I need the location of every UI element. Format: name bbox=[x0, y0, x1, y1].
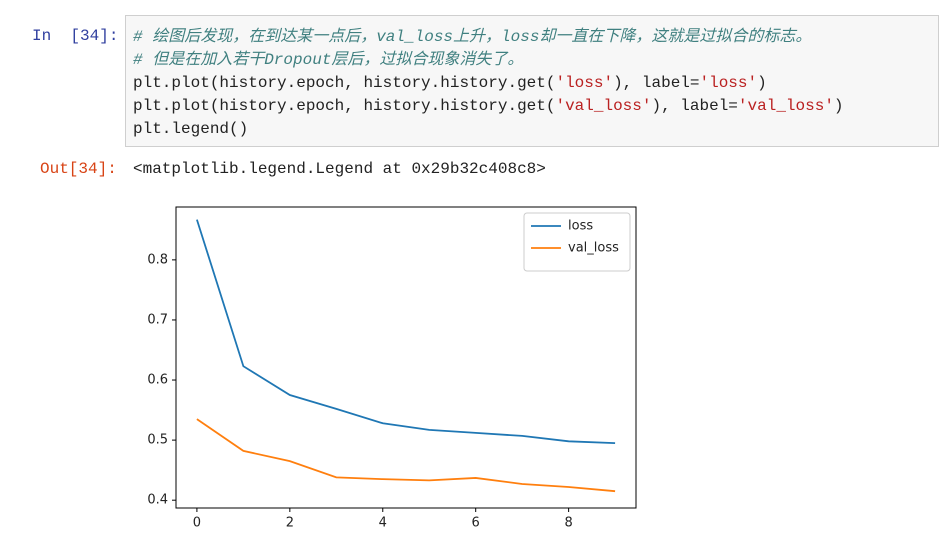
code-token: ), label= bbox=[613, 74, 700, 92]
x-tick-label: 2 bbox=[286, 516, 294, 531]
code-token: 'loss' bbox=[555, 74, 614, 92]
code-token: plt.legend() bbox=[133, 120, 249, 138]
code-token: ), label= bbox=[651, 97, 738, 115]
series-line bbox=[196, 219, 616, 445]
code-token: 'loss' bbox=[699, 74, 758, 92]
code-line: plt.legend() bbox=[133, 118, 938, 141]
y-tick-label: 0.7 bbox=[147, 312, 168, 327]
x-tick-label: 0 bbox=[193, 516, 201, 531]
y-tick-label: 0.6 bbox=[147, 373, 168, 388]
code-token: plt.plot(history.epoch, history.history.… bbox=[133, 97, 556, 115]
y-tick-label: 0.4 bbox=[147, 493, 168, 508]
series-line bbox=[196, 418, 616, 493]
output-prompt: Out[34]: bbox=[40, 160, 117, 178]
legend-label: loss bbox=[568, 219, 593, 234]
x-tick-label: 8 bbox=[564, 516, 572, 531]
code-token: # 绘图后发现，在到达某一点后，val_loss上升，loss却一直在下降，这就… bbox=[133, 28, 812, 46]
code-token: # 但是在加入若干Dropout层后，过拟合现象消失了。 bbox=[133, 51, 524, 69]
y-tick-label: 0.5 bbox=[147, 433, 168, 448]
code-token: 'val_loss' bbox=[555, 97, 652, 115]
legend-label: val_loss bbox=[568, 241, 619, 256]
code-cell[interactable]: # 绘图后发现，在到达某一点后，val_loss上升，loss却一直在下降，这就… bbox=[125, 15, 939, 147]
x-tick-label: 4 bbox=[379, 516, 387, 531]
code-line: plt.plot(history.epoch, history.history.… bbox=[133, 72, 938, 95]
x-tick-label: 6 bbox=[472, 516, 480, 531]
code-token: 'val_loss' bbox=[737, 97, 834, 115]
input-prompt: In [34]: bbox=[32, 27, 119, 45]
output-text: <matplotlib.legend.Legend at 0x29b32c408… bbox=[133, 160, 546, 178]
legend-box bbox=[523, 212, 631, 272]
y-tick-label: 0.8 bbox=[147, 252, 168, 267]
code-line: # 绘图后发现，在到达某一点后，val_loss上升，loss却一直在下降，这就… bbox=[133, 26, 938, 49]
code-token: ) bbox=[757, 74, 767, 92]
code-line: plt.plot(history.epoch, history.history.… bbox=[133, 95, 938, 118]
code-token: ) bbox=[833, 97, 844, 115]
code-line: # 但是在加入若干Dropout层后，过拟合现象消失了。 bbox=[133, 49, 938, 72]
code-token: plt.plot(history.epoch, history.history.… bbox=[133, 74, 556, 92]
